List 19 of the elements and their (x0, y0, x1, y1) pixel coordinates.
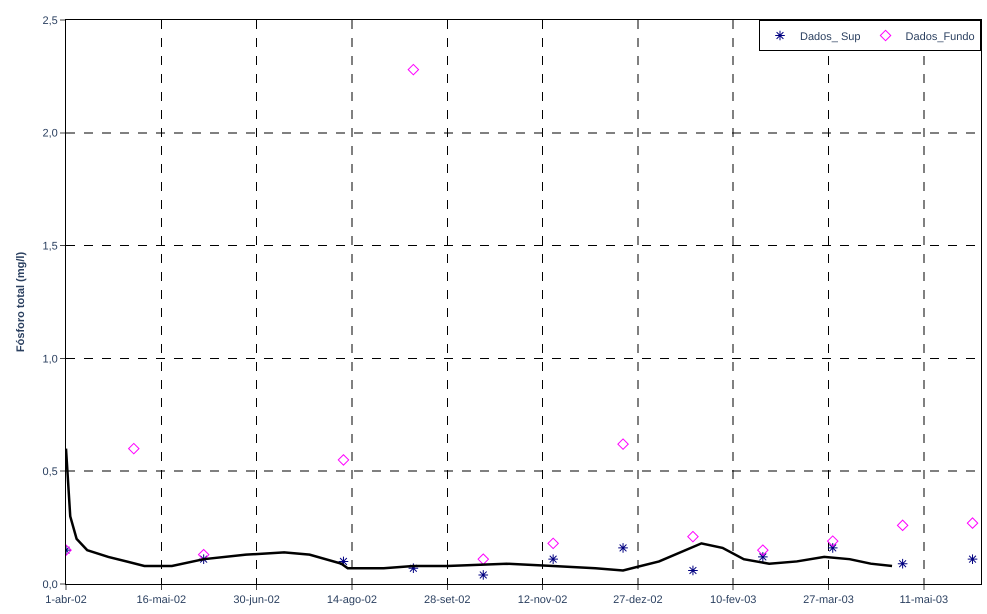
x-tick-label: 10-fev-03 (710, 594, 756, 606)
y-axis-title: Fósforo total (mg/l) (15, 252, 28, 352)
y-tick-label: 2,0 (42, 128, 58, 140)
y-tick-label: 0,0 (42, 578, 58, 591)
x-tick-label: 12-nov-02 (518, 594, 568, 606)
x-tick-label: 1-abr-02 (45, 594, 87, 606)
legend-label: Dados_ Sup (800, 30, 861, 43)
y-tick-label: 0,5 (42, 466, 58, 478)
x-tick-label: 16-mai-02 (136, 594, 186, 606)
x-tick-label: 30-jun-02 (233, 594, 280, 606)
y-tick-label: 1,5 (42, 240, 58, 252)
x-tick-label: 27-mar-03 (803, 594, 854, 606)
x-tick-label: 28-set-02 (424, 594, 470, 606)
y-tick-label: 1,0 (42, 353, 58, 366)
x-tick-label: 11-mai-03 (899, 594, 948, 606)
y-tick-label: 2,5 (42, 14, 58, 27)
x-tick-label: 27-dez-02 (613, 594, 663, 606)
x-tick-label: 14-ago-02 (326, 594, 378, 606)
legend-label: Dados_Fundo (906, 30, 975, 43)
